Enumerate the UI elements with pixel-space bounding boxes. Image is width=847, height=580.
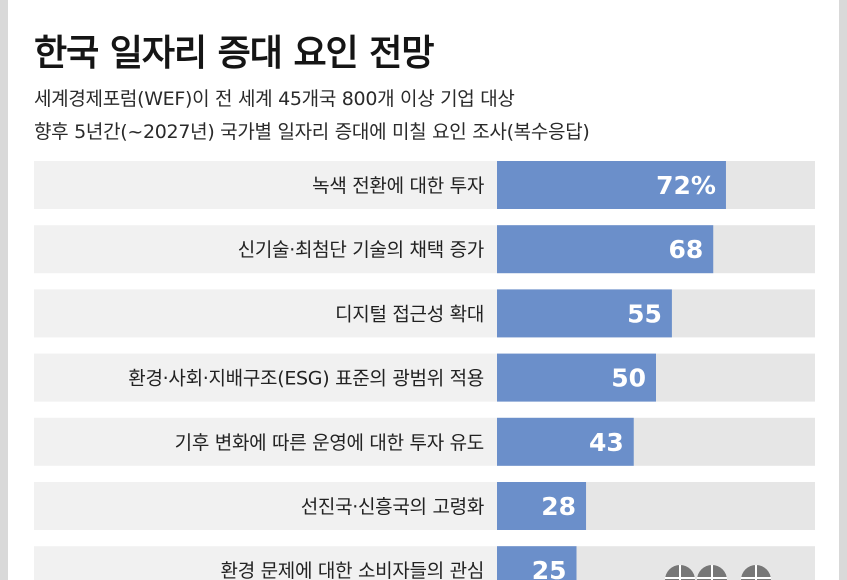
category-label: 선진국·신흥국의 고령화: [301, 496, 484, 518]
row-background: [34, 289, 497, 338]
chart-subtitle-line-2: 향후 5년간(~2027년) 국가별 일자리 증대에 미칠 요인 조사(복수응답…: [34, 121, 590, 143]
value-label: 43: [589, 428, 624, 457]
bar: [497, 546, 577, 580]
value-label: 28: [541, 492, 576, 521]
category-label: 환경 문제에 대한 소비자들의 관심: [221, 560, 484, 580]
category-label: 디지털 접근성 확대: [335, 303, 484, 325]
bar: [497, 289, 672, 338]
bar: [497, 353, 656, 402]
bar: [497, 161, 726, 209]
bar: [497, 417, 634, 466]
value-label: 72%: [656, 171, 716, 200]
value-label: 25: [532, 556, 567, 580]
row-background: [34, 417, 497, 466]
chart-subtitle-line-1: 세계경제포럼(WEF)이 전 세계 45개국 800개 이상 기업 대상: [34, 88, 515, 110]
row-background: [34, 546, 497, 580]
value-label: 68: [668, 235, 703, 264]
row-background: [34, 225, 497, 274]
category-label: 녹색 전환에 대한 투자: [312, 175, 484, 197]
category-label: 환경·사회·지배구조(ESG) 표준의 광범위 적용: [128, 368, 484, 390]
row-background: [34, 161, 497, 209]
bar: [497, 482, 587, 530]
row-background: [34, 353, 497, 402]
value-label: 50: [611, 364, 646, 393]
bar: [497, 225, 714, 274]
row-background: [34, 482, 497, 530]
chart-title: 한국 일자리 증대 요인 전망: [34, 33, 434, 74]
value-label: 55: [627, 299, 662, 328]
category-label: 신기술·최첨단 기술의 채택 증가: [238, 239, 484, 261]
category-label: 기후 변화에 따른 운영에 대한 투자 유도: [175, 432, 484, 454]
